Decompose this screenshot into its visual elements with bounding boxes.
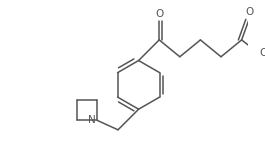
Text: O: O <box>259 48 265 58</box>
Text: O: O <box>245 7 253 17</box>
Text: N: N <box>88 116 95 125</box>
Text: O: O <box>155 9 163 19</box>
